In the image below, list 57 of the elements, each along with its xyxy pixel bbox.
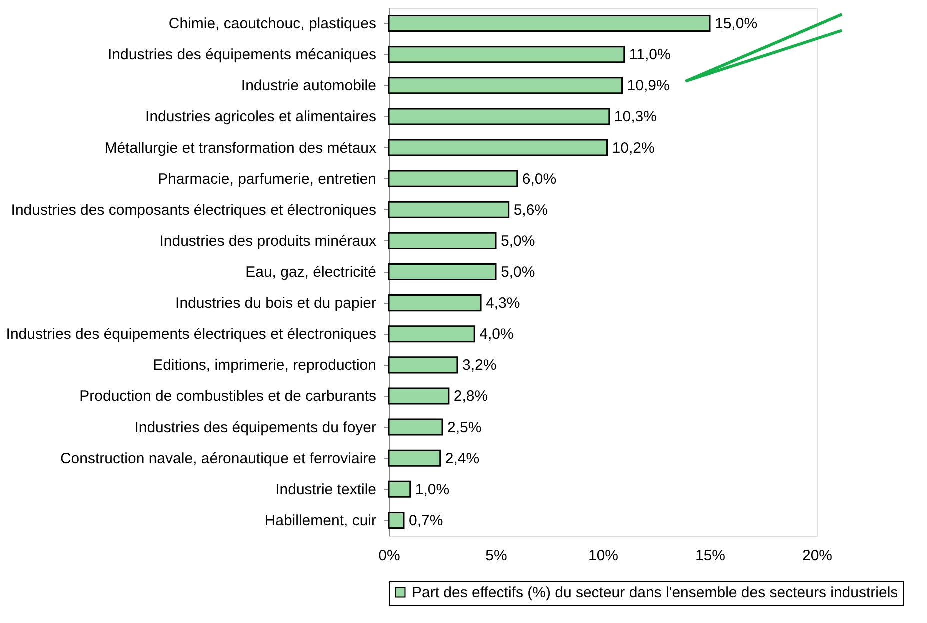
bar: [388, 450, 442, 467]
y-tick-label: Chimie, caoutchouc, plastiques: [168, 16, 376, 33]
x-tick-label: 0%: [378, 548, 400, 564]
y-tick-label: Métallurgie et transformation des métaux: [104, 140, 377, 157]
y-tick-label: Industries agricoles et alimentaires: [146, 108, 376, 126]
bar: [388, 15, 711, 32]
data-label: 0,7%: [408, 512, 444, 530]
data-label: 1,0%: [415, 481, 450, 498]
data-label: 10,2%: [612, 140, 655, 157]
y-tick-label: Industries du bois et du papier: [176, 295, 376, 312]
bar: [388, 326, 476, 343]
data-label: 2,4%: [445, 450, 480, 468]
y-tick-label: Industrie textile: [276, 481, 376, 498]
data-label: 11,0%: [629, 46, 671, 64]
bar: [388, 356, 458, 374]
data-label: 15,0%: [715, 16, 758, 33]
y-tick-label: Editions, imprimerie, reproduction: [153, 357, 376, 374]
bar: [388, 388, 450, 405]
x-tick-label: 20%: [802, 548, 833, 564]
data-label: 5,0%: [501, 264, 536, 281]
data-label: 2,5%: [448, 419, 482, 436]
y-tick-label: Industries des équipements mécaniques: [108, 46, 376, 64]
data-label: 10,9%: [627, 78, 670, 95]
bar: [388, 201, 510, 218]
bar: [388, 77, 624, 94]
bar: [388, 108, 610, 126]
y-tick-label: Pharmacie, parfumerie, entretien: [158, 170, 376, 188]
data-label: 2,8%: [454, 388, 488, 406]
x-tick-label: 15%: [695, 548, 726, 564]
bar: [388, 232, 497, 250]
x-tick-label: 5%: [486, 548, 508, 564]
y-tick-label: Production de combustibles et de carburants: [80, 388, 376, 406]
bar: [388, 512, 405, 529]
x-tick-label: 10%: [588, 548, 619, 564]
bar: [388, 480, 412, 498]
bar: [388, 263, 497, 281]
bar: [388, 46, 626, 64]
bar: [388, 418, 444, 436]
y-tick-label: Industries des composants électriques et électroniques: [11, 202, 376, 219]
data-label: 3,2%: [462, 357, 497, 374]
data-label: 6,0%: [522, 170, 557, 188]
data-label: 4,3%: [486, 295, 520, 312]
y-tick-label: Habillement, cuir: [264, 512, 376, 530]
y-tick-label: Eau, gaz, électricité: [246, 264, 376, 281]
y-tick-label: Industries des produits minéraux: [160, 232, 377, 250]
data-label: 4,0%: [480, 326, 514, 344]
bar: [388, 139, 608, 156]
y-tick-label: Construction navale, aéronautique et ferroviaire: [60, 450, 376, 468]
y-tick-label: Industrie automobile: [241, 78, 376, 95]
bar: [388, 170, 518, 188]
y-tick-label: Industries des équipements électriques et électroniques: [6, 326, 376, 344]
legend-label: Part des effectifs (%) du secteur dans l'ensemble des secteurs industriels: [412, 584, 898, 602]
data-label: 5,0%: [501, 232, 536, 250]
data-label: 5,6%: [514, 202, 548, 219]
y-tick-label: Industries des équipements du foyer: [134, 419, 376, 436]
data-label: 10,3%: [614, 108, 657, 126]
bar: [388, 294, 482, 312]
